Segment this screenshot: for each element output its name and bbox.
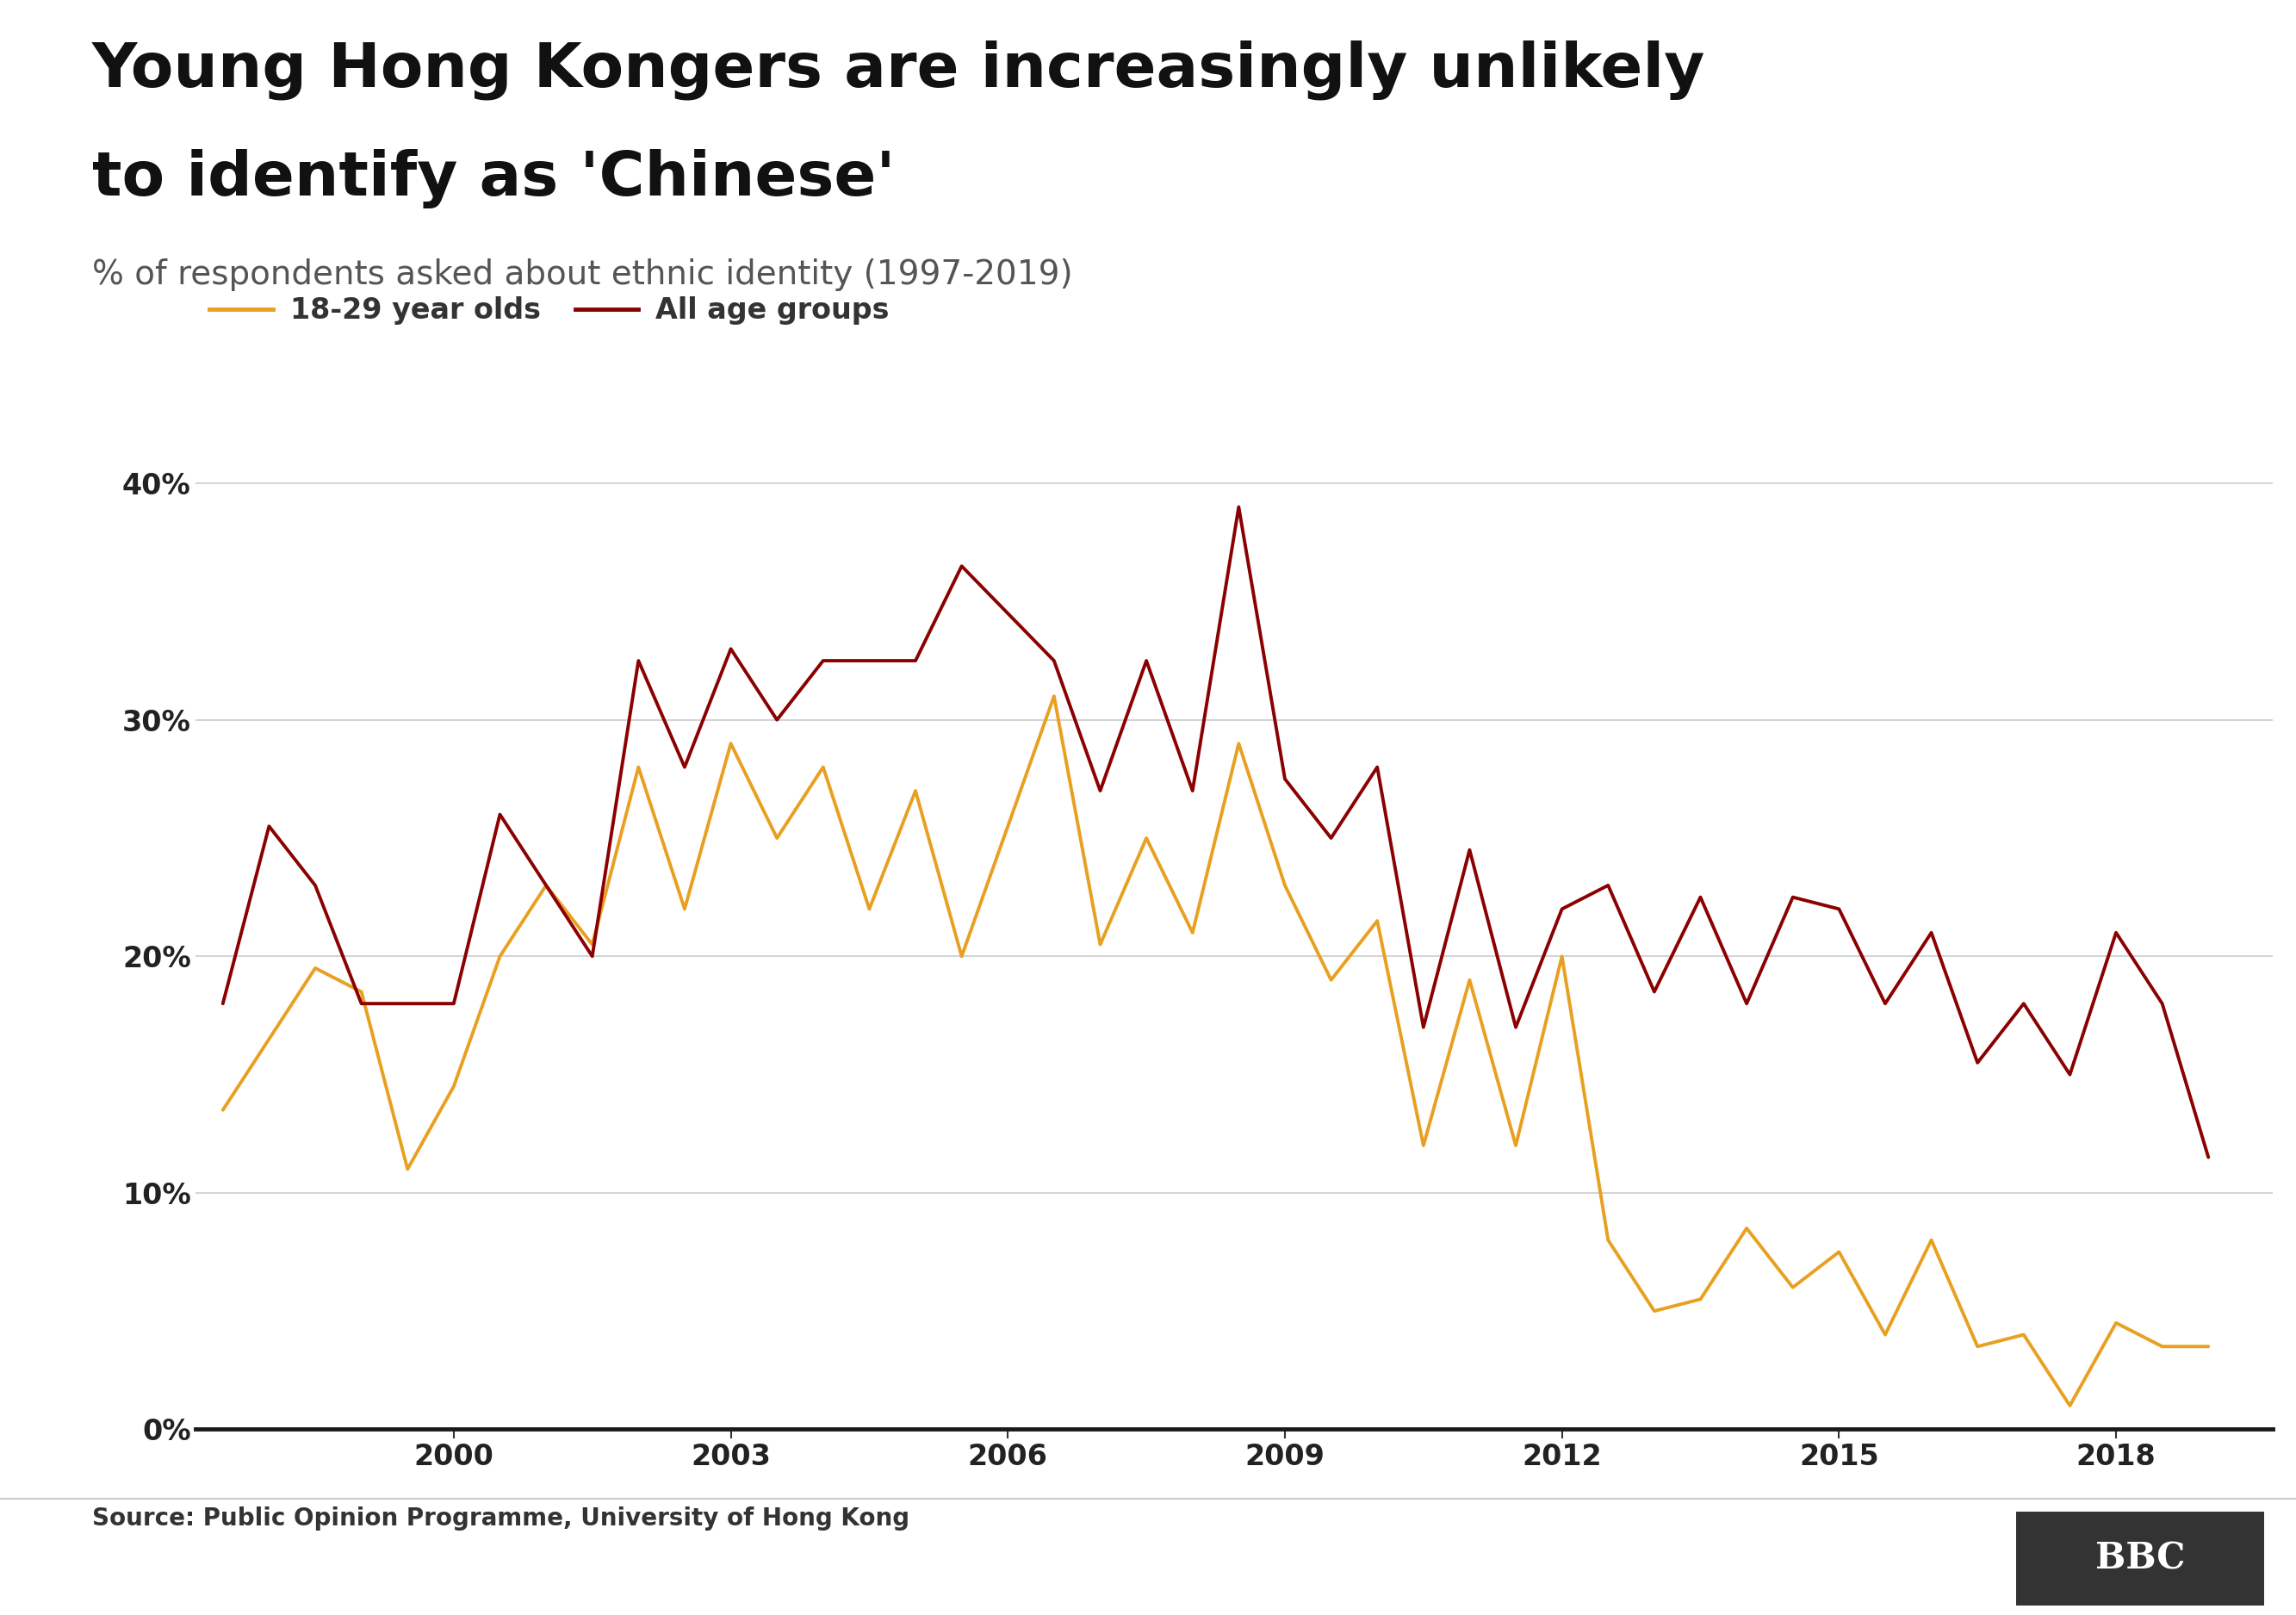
Text: BBC: BBC xyxy=(2094,1541,2186,1576)
Text: Young Hong Kongers are increasingly unlikely: Young Hong Kongers are increasingly unli… xyxy=(92,40,1706,100)
Legend: 18-29 year olds, All age groups: 18-29 year olds, All age groups xyxy=(209,297,889,325)
Text: to identify as 'Chinese': to identify as 'Chinese' xyxy=(92,149,895,208)
Text: % of respondents asked about ethnic identity (1997-2019): % of respondents asked about ethnic iden… xyxy=(92,258,1072,291)
Text: Source: Public Opinion Programme, University of Hong Kong: Source: Public Opinion Programme, Univer… xyxy=(92,1507,909,1531)
